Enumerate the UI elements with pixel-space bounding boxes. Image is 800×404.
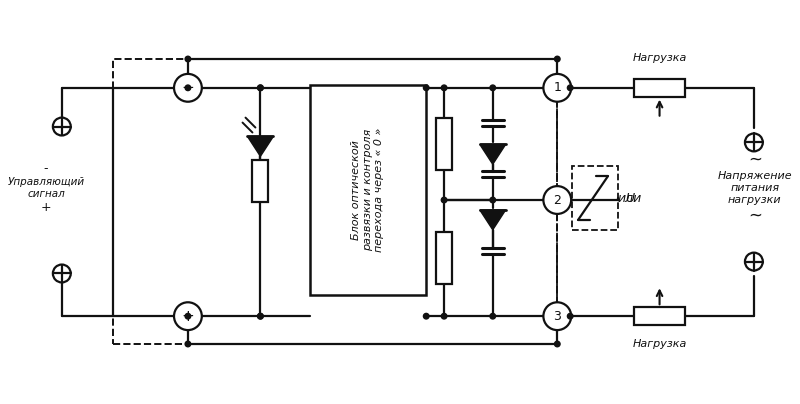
Circle shape: [174, 74, 202, 102]
Circle shape: [185, 85, 190, 90]
Circle shape: [185, 341, 190, 347]
Text: питания: питания: [730, 183, 779, 193]
Circle shape: [423, 314, 429, 319]
Text: или: или: [618, 191, 642, 204]
Circle shape: [490, 197, 495, 203]
Circle shape: [567, 85, 573, 90]
Circle shape: [185, 56, 190, 62]
Circle shape: [567, 314, 573, 319]
Bar: [436, 232, 452, 284]
Bar: [253, 160, 268, 202]
Text: Напряжение: Напряжение: [718, 171, 792, 181]
Text: +: +: [182, 309, 194, 324]
Circle shape: [543, 302, 571, 330]
Circle shape: [554, 341, 560, 347]
Circle shape: [185, 314, 190, 319]
Circle shape: [423, 85, 429, 90]
Circle shape: [745, 252, 763, 271]
Text: Блок оптической
развязки и контроля
перехода через « 0 »: Блок оптической развязки и контроля пере…: [351, 128, 384, 252]
Text: Нагрузка: Нагрузка: [632, 53, 686, 63]
Bar: [436, 118, 452, 170]
Circle shape: [543, 186, 571, 214]
Bar: [634, 79, 686, 97]
Circle shape: [258, 314, 263, 319]
Circle shape: [442, 85, 447, 90]
Circle shape: [258, 85, 263, 90]
Circle shape: [53, 265, 70, 282]
Circle shape: [442, 314, 447, 319]
Text: нагрузки: нагрузки: [728, 195, 782, 205]
Polygon shape: [480, 210, 506, 230]
Text: ~: ~: [748, 207, 762, 225]
Text: U: U: [626, 191, 634, 204]
Bar: [572, 166, 618, 230]
Text: 1: 1: [554, 81, 562, 94]
Circle shape: [53, 118, 70, 135]
Circle shape: [745, 133, 763, 152]
Text: Нагрузка: Нагрузка: [632, 339, 686, 349]
Text: -: -: [44, 162, 48, 175]
Circle shape: [258, 314, 263, 319]
Circle shape: [442, 197, 447, 203]
Circle shape: [543, 74, 571, 102]
Bar: [634, 307, 686, 325]
Text: 3: 3: [554, 310, 562, 323]
Text: ~: ~: [748, 150, 762, 168]
Text: сигнал: сигнал: [27, 189, 65, 199]
Circle shape: [490, 85, 495, 90]
Circle shape: [174, 302, 202, 330]
Polygon shape: [480, 144, 506, 164]
Bar: [114, 59, 558, 344]
Circle shape: [554, 56, 560, 62]
Text: 2: 2: [554, 194, 562, 206]
Text: Управляющий: Управляющий: [7, 177, 85, 187]
Circle shape: [258, 85, 263, 90]
Text: −: −: [182, 80, 194, 95]
Polygon shape: [247, 137, 274, 156]
Circle shape: [490, 314, 495, 319]
Bar: [310, 85, 426, 295]
Text: +: +: [41, 202, 51, 215]
